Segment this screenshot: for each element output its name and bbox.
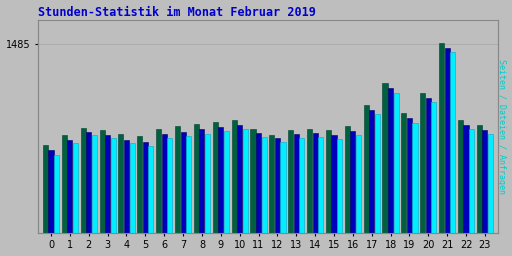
Bar (186, 136, 191, 233)
Y-axis label: Seiten / Dateien / Anfragen: Seiten / Dateien / Anfragen (498, 59, 506, 194)
Bar (143, 142, 148, 233)
Bar (231, 120, 237, 233)
Bar (375, 114, 380, 233)
Bar (118, 134, 123, 233)
Bar (105, 134, 110, 233)
Bar (444, 48, 450, 233)
Bar (369, 110, 374, 233)
Bar (382, 82, 388, 233)
Bar (92, 135, 97, 233)
Bar (300, 138, 304, 233)
Bar (43, 145, 48, 233)
Bar (431, 102, 436, 233)
Bar (337, 139, 342, 233)
Bar (482, 130, 487, 233)
Bar (318, 137, 323, 233)
Bar (137, 136, 142, 233)
Bar (256, 133, 261, 233)
Bar (488, 134, 493, 233)
Bar (281, 142, 286, 233)
Bar (167, 138, 173, 233)
Bar (99, 130, 104, 233)
Bar (420, 93, 425, 233)
Bar (426, 98, 431, 233)
Bar (156, 129, 161, 233)
Bar (288, 130, 293, 233)
Bar (86, 132, 91, 233)
Bar (388, 88, 393, 233)
Bar (124, 140, 129, 233)
Bar (401, 113, 407, 233)
Bar (54, 155, 59, 233)
Bar (345, 126, 350, 233)
Bar (275, 138, 280, 233)
Bar (262, 137, 267, 233)
Bar (331, 135, 336, 233)
Bar (49, 150, 54, 233)
Bar (212, 122, 218, 233)
Bar (68, 140, 72, 233)
Bar (364, 105, 369, 233)
Bar (194, 124, 199, 233)
Bar (237, 125, 242, 233)
Bar (111, 138, 116, 233)
Bar (205, 134, 210, 233)
Bar (469, 129, 474, 233)
Bar (162, 134, 167, 233)
Bar (307, 129, 312, 233)
Bar (250, 129, 255, 233)
Bar (181, 132, 186, 233)
Bar (130, 143, 135, 233)
Bar (294, 134, 299, 233)
Bar (224, 131, 229, 233)
Bar (413, 123, 418, 233)
Bar (73, 143, 78, 233)
Bar (439, 42, 444, 233)
Bar (350, 131, 355, 233)
Bar (450, 52, 455, 233)
Bar (218, 127, 223, 233)
Bar (326, 130, 331, 233)
Bar (458, 120, 463, 233)
Bar (356, 134, 361, 233)
Text: Stunden-Statistik im Monat Februar 2019: Stunden-Statistik im Monat Februar 2019 (38, 6, 316, 18)
Bar (62, 135, 67, 233)
Bar (175, 126, 180, 233)
Bar (394, 93, 399, 233)
Bar (148, 146, 154, 233)
Bar (407, 118, 412, 233)
Bar (81, 128, 86, 233)
Bar (243, 129, 248, 233)
Bar (477, 125, 482, 233)
Bar (199, 130, 204, 233)
Bar (463, 125, 468, 233)
Bar (313, 133, 317, 233)
Bar (269, 134, 274, 233)
